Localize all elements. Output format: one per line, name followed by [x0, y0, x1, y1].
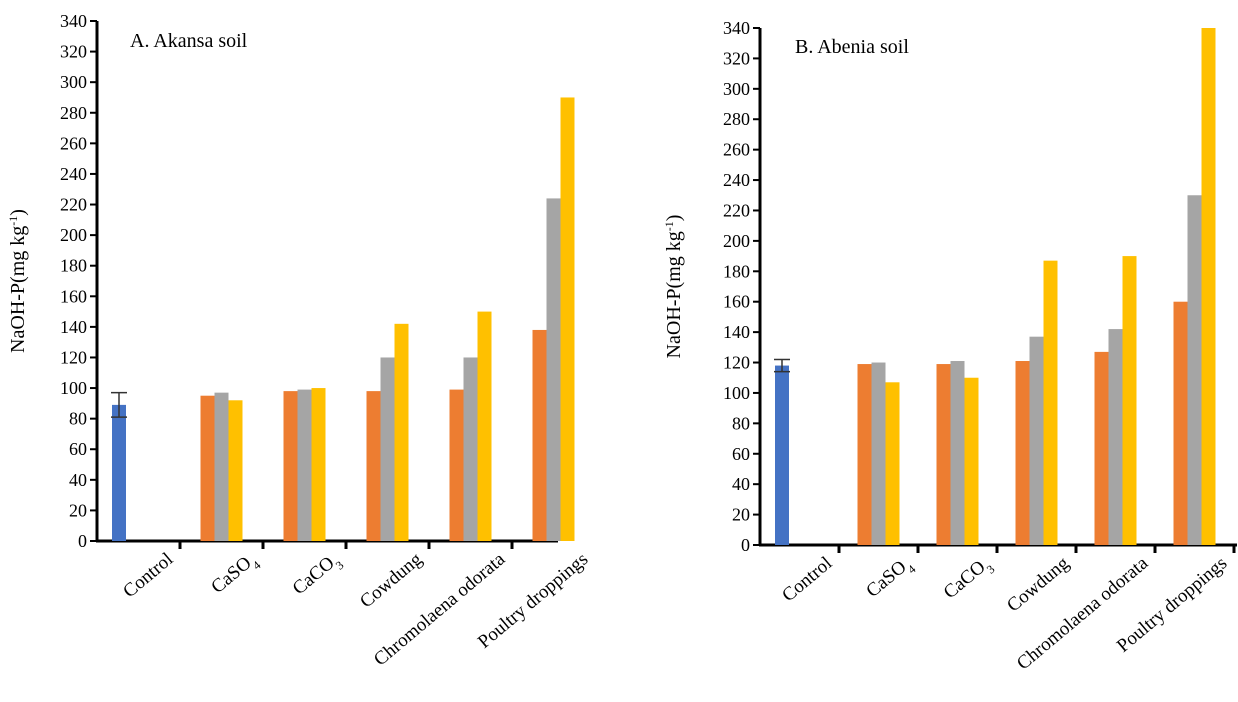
y-tick-label: 80 [69, 409, 87, 429]
chart-panel-akansa: A. Akansa soil NaOH-P(mg kg-1) 0 20 40 60 80… [6, 11, 592, 670]
bar-chromolaena-odorata-series-2 [463, 357, 478, 541]
y-tick-label: 300 [723, 79, 750, 99]
x-tick-label: Control [119, 549, 177, 602]
y-tick-label: 100 [60, 378, 87, 398]
x-tick-label: Control [778, 553, 836, 606]
y-tick-label: 280 [60, 103, 87, 123]
x-tick-label: Cowdung [356, 548, 426, 612]
bar-cowdung-series-3 [1043, 260, 1058, 545]
y-tick-label: 0 [741, 535, 750, 555]
bar-caso4-series-3 [228, 400, 243, 541]
bar-poultry-droppings-series-1 [1173, 301, 1188, 545]
y-tick-label: 200 [60, 225, 87, 245]
bar-chromolaena-odorata-series-3 [477, 311, 492, 541]
y-tick-label: 340 [723, 18, 750, 38]
y-tick-label: 100 [723, 383, 750, 403]
y-tick-label: 180 [723, 261, 750, 281]
y-tick-label: 20 [69, 500, 87, 520]
x-tick-label: Chromolaena odorata [1013, 552, 1153, 674]
y-tick-label: 300 [60, 72, 87, 92]
y-tick-label: 120 [723, 353, 750, 373]
y-tick-label: 140 [723, 322, 750, 342]
bar-caco3-series-3 [964, 377, 979, 545]
y-tick-label: 20 [732, 505, 750, 525]
y-tick-label: 280 [723, 109, 750, 129]
bar-chromolaena-odorata-series-3 [1122, 256, 1137, 545]
y-tick-label: 140 [60, 317, 87, 337]
y-tick-label: 40 [732, 474, 750, 494]
chart-panel-abenia: B. Abenia soil NaOH-P(mg kg-1) 0 20 40 60 80… [662, 18, 1237, 674]
bar-cowdung-series-2 [380, 357, 395, 541]
bar-caco3-series-3 [311, 388, 326, 541]
bar-caso4-series-3 [885, 382, 900, 545]
y-tick-label: 320 [723, 48, 750, 68]
bar-poultry-droppings-series-2 [1187, 195, 1202, 545]
y-tick-label: 60 [732, 444, 750, 464]
bar-poultry-droppings-series-2 [546, 198, 561, 542]
bar-cowdung-series-1 [366, 391, 381, 541]
y-tick-label: 220 [723, 200, 750, 220]
y-tick-label: 160 [60, 286, 87, 306]
chart-title: A. Akansa soil [130, 30, 248, 52]
y-tick-label: 60 [69, 439, 87, 459]
y-tick-label: 340 [60, 11, 87, 31]
x-tick-label: CaCO3 [940, 553, 998, 607]
x-tick-label: CaSO4 [862, 553, 918, 606]
bar-chromolaena-odorata-series-1 [1094, 351, 1109, 545]
bar-caso4-series-1 [857, 364, 872, 545]
y-tick-label: 40 [69, 470, 87, 490]
y-axis-label: NaOH-P(mg kg-1) [662, 215, 685, 359]
bar-control [775, 365, 789, 545]
bar-chromolaena-odorata-series-1 [449, 389, 464, 541]
bar-caco3-series-1 [283, 391, 298, 541]
bar-caso4-series-2 [214, 392, 229, 541]
bar-poultry-droppings-series-1 [532, 329, 547, 541]
bar-caso4-series-2 [871, 362, 886, 545]
bar-control [112, 404, 126, 541]
bar-cowdung-series-1 [1015, 361, 1030, 545]
y-tick-label: 260 [723, 140, 750, 160]
bar-poultry-droppings-series-3 [560, 97, 575, 542]
bar-caso4-series-1 [200, 395, 215, 541]
bar-cowdung-series-3 [394, 323, 409, 541]
y-tick-label: 80 [732, 413, 750, 433]
y-tick-label: 320 [60, 42, 87, 62]
y-tick-label: 160 [723, 292, 750, 312]
bar-poultry-droppings-series-3 [1201, 28, 1216, 545]
bar-caco3-series-2 [950, 361, 965, 545]
x-tick-label: CaSO4 [207, 549, 263, 602]
y-tick-label: 120 [60, 347, 87, 367]
y-tick-label: 0 [78, 531, 87, 551]
x-tick-label: Cowdung [1003, 552, 1073, 616]
y-tick-label: 180 [60, 256, 87, 276]
bar-cowdung-series-2 [1029, 336, 1044, 545]
y-tick-label: 220 [60, 195, 87, 215]
x-tick-label: CaCO3 [289, 549, 347, 603]
y-tick-label: 200 [723, 231, 750, 251]
bar-caco3-series-1 [936, 364, 951, 545]
y-axis-label: NaOH-P(mg kg-1) [6, 209, 29, 353]
bar-chromolaena-odorata-series-2 [1108, 329, 1123, 545]
bar-caco3-series-2 [297, 389, 312, 541]
y-tick-label: 240 [60, 164, 87, 184]
y-tick-label: 240 [723, 170, 750, 190]
y-tick-label: 260 [60, 133, 87, 153]
chart-title: B. Abenia soil [795, 36, 909, 58]
